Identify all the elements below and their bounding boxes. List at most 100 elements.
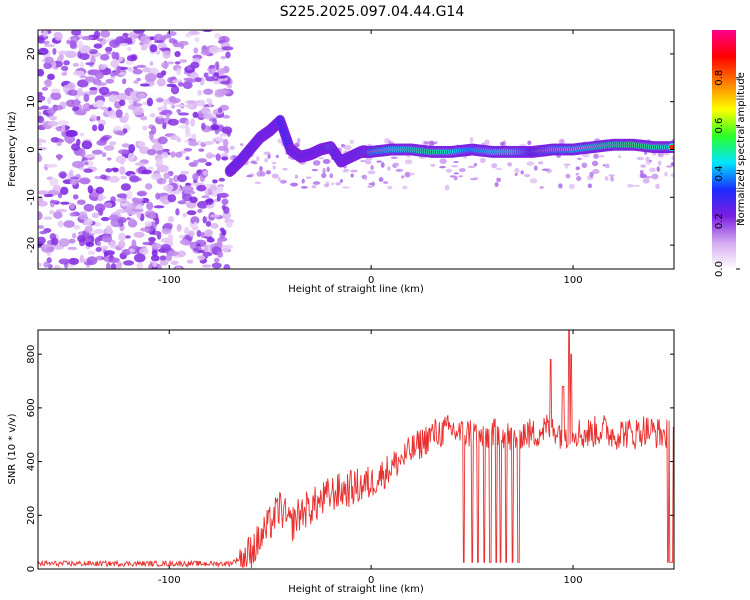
- noise-cell: [155, 192, 161, 200]
- faint-cell: [264, 158, 268, 163]
- noise-cell: [166, 83, 177, 88]
- noise-cell: [74, 110, 87, 116]
- noise-cell: [177, 200, 187, 205]
- faint-cell: [342, 186, 350, 189]
- noise-cell: [38, 196, 43, 203]
- noise-cell: [163, 99, 168, 108]
- noise-cell: [156, 177, 167, 185]
- noise-cell: [71, 30, 82, 36]
- noise-cell: [221, 156, 229, 161]
- noise-cell: [219, 227, 225, 233]
- noise-cell: [200, 49, 211, 56]
- faint-cell: [255, 156, 260, 162]
- faint-cell: [642, 178, 650, 184]
- noise-cell: [170, 85, 180, 95]
- noise-cell: [139, 83, 150, 87]
- noise-cell: [128, 143, 136, 153]
- spectrogram-ytick-label: -10: [26, 189, 37, 205]
- faint-cell: [250, 160, 257, 164]
- noise-cell: [41, 244, 52, 248]
- noise-cell: [200, 232, 206, 238]
- noise-cell: [71, 232, 77, 239]
- noise-cell: [65, 129, 77, 138]
- noise-cell: [100, 216, 110, 222]
- noise-cell: [222, 138, 229, 148]
- faint-cell: [387, 185, 393, 190]
- noise-cell: [182, 193, 192, 202]
- noise-cell: [188, 141, 199, 147]
- noise-cell: [100, 245, 109, 250]
- colorbar-tick-label: 0.8: [714, 70, 725, 86]
- noise-cell: [38, 106, 45, 111]
- noise-cell: [38, 142, 43, 147]
- faint-cell: [330, 182, 335, 186]
- noise-cell: [129, 218, 135, 225]
- noise-cell: [202, 30, 213, 33]
- noise-cell: [132, 68, 143, 75]
- faint-cell: [322, 158, 331, 165]
- faint-cell: [610, 176, 615, 182]
- noise-cell: [196, 230, 202, 238]
- noise-cell: [136, 64, 147, 68]
- noise-cell: [38, 138, 44, 143]
- noise-cell: [205, 76, 216, 82]
- noise-cell: [221, 198, 229, 205]
- noise-cell: [163, 172, 171, 180]
- noise-cell: [99, 106, 109, 110]
- noise-cell: [206, 198, 214, 205]
- faint-cell: [271, 161, 277, 165]
- noise-cell: [42, 30, 48, 37]
- spectrogram-ytick-label: 0: [26, 146, 37, 152]
- spectrogram-xtick-label: -100: [158, 275, 181, 286]
- faint-cell: [639, 169, 644, 175]
- noise-cell: [49, 200, 60, 204]
- noise-cell: [177, 112, 190, 116]
- noise-cell: [108, 94, 118, 103]
- noise-cell: [152, 260, 157, 268]
- noise-cell: [95, 246, 102, 253]
- noise-cell: [79, 148, 86, 158]
- noise-cell: [49, 115, 58, 121]
- noise-cell: [101, 234, 113, 243]
- noise-cell: [162, 122, 167, 130]
- faint-cell: [296, 137, 301, 144]
- faint-cell: [537, 161, 544, 165]
- noise-cell: [213, 72, 220, 77]
- noise-cell: [91, 149, 103, 155]
- faint-cell: [339, 179, 344, 183]
- faint-cell: [541, 168, 550, 172]
- noise-cell: [79, 52, 90, 61]
- noise-cell: [156, 263, 162, 269]
- faint-cell: [657, 160, 662, 166]
- noise-cell: [125, 96, 132, 101]
- noise-cell: [142, 67, 151, 73]
- faint-cell: [587, 183, 592, 189]
- noise-cell: [76, 199, 86, 205]
- noise-cell: [218, 89, 231, 95]
- noise-cell: [53, 104, 64, 111]
- noise-cell: [190, 118, 196, 127]
- noise-cell: [83, 218, 93, 226]
- noise-cell: [129, 175, 140, 183]
- noise-cell: [198, 148, 205, 152]
- noise-cell: [67, 246, 78, 251]
- noise-cell: [121, 143, 131, 148]
- colorbar-ticks: 0.0 0.2 0.4 0.6 0.8: [714, 70, 740, 277]
- faint-cell: [529, 178, 538, 184]
- noise-cell: [206, 237, 215, 243]
- noise-cell: [53, 211, 63, 219]
- noise-cell: [136, 262, 144, 269]
- noise-cell: [84, 76, 97, 83]
- noise-cell: [225, 221, 233, 228]
- noise-cell: [99, 174, 107, 180]
- noise-cell: [126, 190, 133, 200]
- faint-cell: [453, 175, 458, 181]
- noise-cell: [72, 62, 80, 67]
- noise-cell: [126, 217, 131, 221]
- noise-cell: [175, 208, 180, 216]
- noise-cell: [84, 161, 89, 165]
- noise-cell: [176, 223, 182, 232]
- faint-cell: [376, 160, 382, 163]
- faint-cell: [229, 156, 234, 160]
- noise-cell: [170, 151, 176, 158]
